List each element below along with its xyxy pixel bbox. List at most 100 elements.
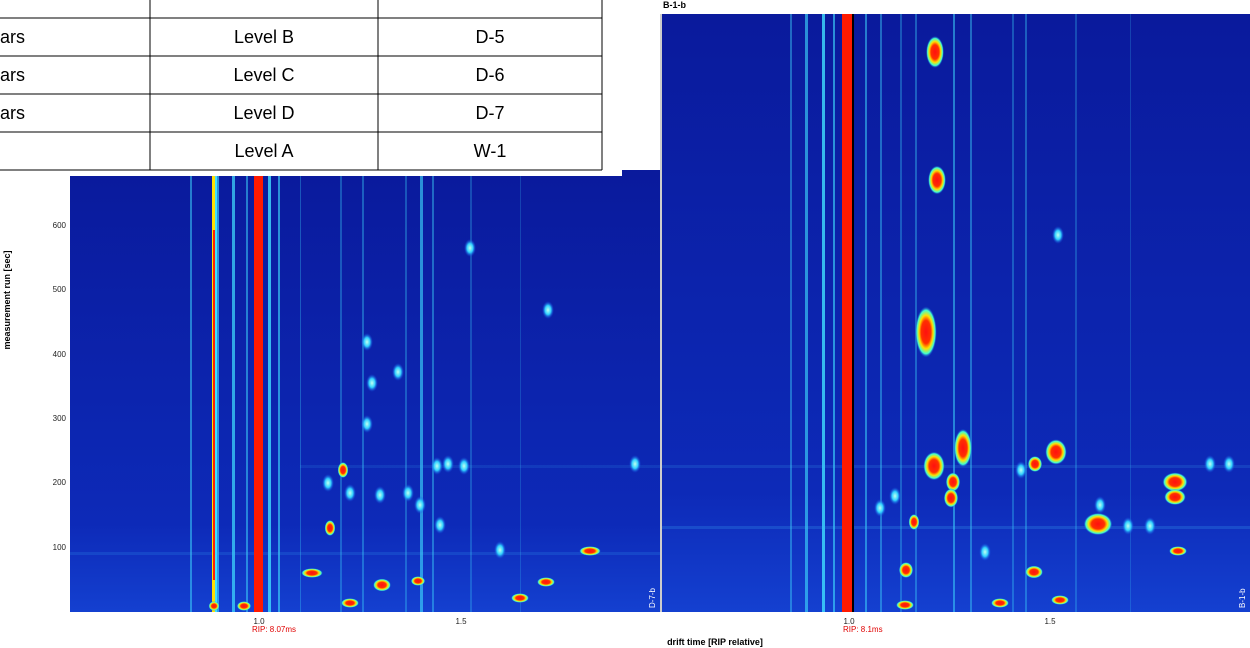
table-cell: D-6 <box>475 65 504 85</box>
streak <box>362 176 364 612</box>
peak <box>945 472 961 492</box>
peak <box>954 428 972 468</box>
peak <box>928 165 946 195</box>
rip-label: RIP: 8.07ms <box>252 625 296 634</box>
peak <box>344 484 356 502</box>
band <box>662 526 1250 529</box>
y-tick-label: 200 <box>53 478 67 487</box>
peak <box>361 415 373 433</box>
x-ticks: 1.0 1.5 1.0 1.5 <box>253 617 1056 626</box>
streak <box>865 14 867 612</box>
streak <box>190 176 192 612</box>
peak <box>542 301 554 319</box>
peak <box>874 499 886 517</box>
peak <box>1027 456 1043 472</box>
x-tick-label: 1.0 <box>843 617 855 626</box>
peak <box>402 484 414 502</box>
rip-line <box>842 14 852 612</box>
streak <box>790 14 792 612</box>
table-grid <box>0 0 603 171</box>
streak <box>432 176 434 612</box>
peak <box>915 306 937 358</box>
peak <box>896 600 914 610</box>
peak <box>1144 517 1156 535</box>
peak <box>324 520 336 536</box>
streak <box>278 176 280 612</box>
table-cell: ars <box>0 103 25 123</box>
y-tick-label: 100 <box>53 543 67 552</box>
peak <box>410 576 426 586</box>
y-tick-label: 600 <box>53 221 67 230</box>
band <box>300 465 660 468</box>
x-axis-label: drift time [RIP relative] <box>667 637 763 647</box>
streak <box>880 14 882 612</box>
peak <box>392 363 404 381</box>
streak <box>232 176 235 612</box>
peak <box>1223 455 1235 473</box>
peak <box>366 374 378 392</box>
heatmaps <box>70 14 1250 612</box>
peak <box>1169 546 1187 556</box>
streak <box>1130 14 1131 612</box>
streak <box>520 176 521 612</box>
panel-label: D-7-b <box>648 587 657 608</box>
streak <box>340 176 342 612</box>
table-cell: Level D <box>233 103 294 123</box>
streak <box>915 14 917 612</box>
band <box>70 552 660 555</box>
peak <box>374 486 386 504</box>
peak <box>898 562 914 578</box>
peak <box>301 568 323 578</box>
peak <box>337 462 349 478</box>
table-cell: D-5 <box>475 27 504 47</box>
peak <box>414 496 426 514</box>
rip-label: RIP: 8.1ms <box>843 625 883 634</box>
panel-label: B-1-b <box>1238 588 1247 608</box>
table-cell: Level B <box>234 27 294 47</box>
peak <box>908 514 920 530</box>
peak <box>1094 496 1106 514</box>
band <box>662 465 1250 468</box>
peak <box>943 488 959 508</box>
table-cell: Level A <box>234 141 293 161</box>
streak <box>805 14 808 612</box>
peak <box>322 474 334 492</box>
heatmap-right <box>662 14 1250 612</box>
peak <box>1025 565 1043 579</box>
y-tick-label: 400 <box>53 350 67 359</box>
peak <box>926 36 944 68</box>
streak <box>268 176 271 612</box>
streak <box>1025 14 1027 612</box>
y-tick-label: 300 <box>53 414 67 423</box>
peak <box>1015 461 1027 479</box>
panel-divider <box>660 14 662 612</box>
streak <box>1012 14 1014 612</box>
peak <box>629 455 641 473</box>
peak <box>458 457 470 475</box>
peak <box>434 516 446 534</box>
table-cell: D-7 <box>475 103 504 123</box>
x-tick-label: 1.5 <box>455 617 467 626</box>
streak <box>300 176 301 612</box>
peak <box>341 598 359 608</box>
streak <box>1075 14 1077 612</box>
peak <box>537 577 555 587</box>
peak <box>579 546 601 556</box>
streak <box>900 14 902 612</box>
streak <box>970 14 972 612</box>
peak <box>1052 226 1064 244</box>
table-cell: W-1 <box>474 141 507 161</box>
streak <box>405 176 407 612</box>
peak <box>1162 472 1188 492</box>
peak <box>373 578 391 592</box>
peak <box>979 543 991 561</box>
y-axis-label: measurement run [sec] <box>2 250 12 349</box>
peak <box>1051 595 1069 605</box>
streak <box>470 176 472 612</box>
peak <box>991 598 1009 608</box>
panel-title: B-1-b <box>663 0 686 10</box>
streak <box>420 176 423 612</box>
table-cell: Level C <box>233 65 294 85</box>
y-ticks: 600 500 400 300 200 100 <box>53 221 67 552</box>
